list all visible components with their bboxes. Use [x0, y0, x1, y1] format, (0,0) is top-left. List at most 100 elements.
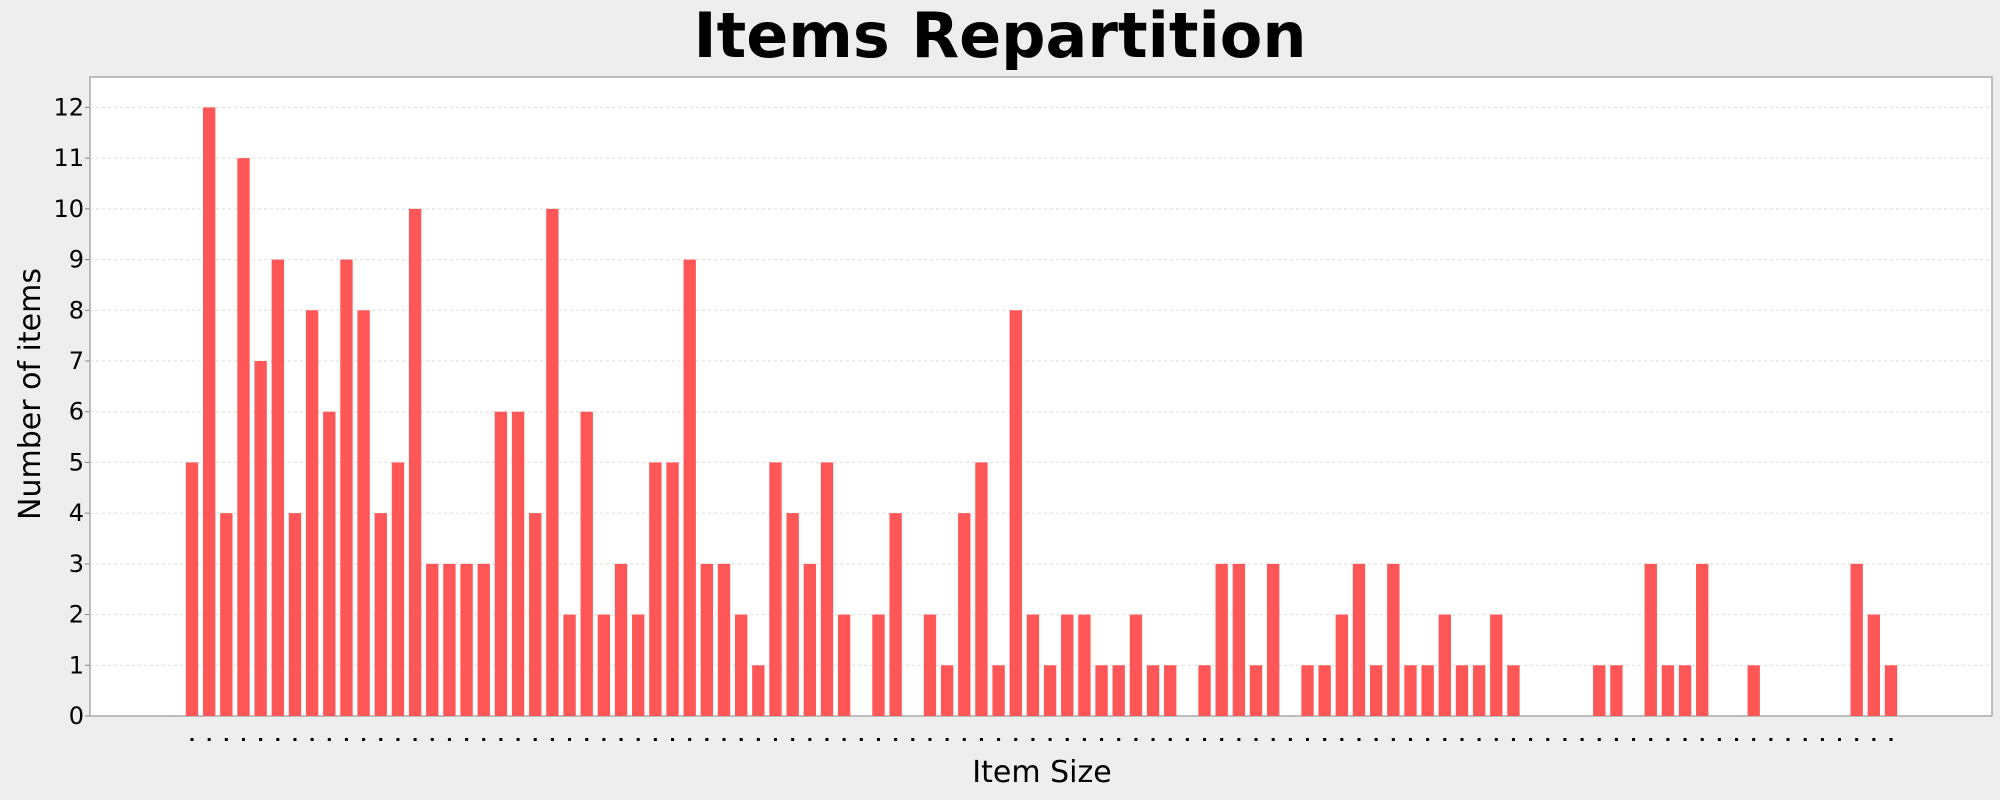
plot-area	[89, 76, 1993, 717]
x-tick-mark	[465, 738, 469, 741]
x-tick-mark	[791, 738, 795, 741]
bar	[202, 107, 216, 716]
x-tick-mark	[1717, 738, 1721, 741]
x-tick-mark	[1786, 738, 1790, 741]
x-tick-mark	[568, 738, 572, 741]
bar	[1490, 614, 1503, 716]
x-axis-label: Item Size	[972, 755, 1111, 790]
bar	[1061, 614, 1074, 716]
x-tick-mark	[344, 738, 348, 741]
bar	[889, 513, 902, 716]
bar	[752, 665, 765, 716]
bar	[1747, 665, 1760, 716]
x-tick-mark	[602, 738, 606, 741]
x-tick-mark	[1872, 738, 1876, 741]
bar	[340, 259, 353, 716]
x-tick-mark	[207, 738, 211, 741]
x-tick-mark	[1426, 738, 1430, 741]
x-tick-mark	[1511, 738, 1515, 741]
bar	[1078, 614, 1091, 716]
x-tick-mark	[911, 738, 915, 741]
bars	[185, 107, 1898, 717]
y-tick-label: 3	[69, 550, 84, 578]
bar	[1301, 665, 1314, 716]
bar	[357, 310, 370, 716]
bar	[1438, 614, 1451, 716]
bar	[477, 563, 490, 716]
bar	[1404, 665, 1417, 716]
bar	[614, 563, 628, 716]
x-tick-mark	[1563, 738, 1567, 741]
x-tick-mark	[1546, 738, 1550, 741]
x-tick-mark	[447, 738, 451, 741]
bar	[1249, 665, 1263, 716]
x-tick-mark	[1477, 738, 1481, 741]
bar	[1026, 614, 1040, 716]
bar	[546, 208, 559, 716]
x-tick-mark	[379, 738, 383, 741]
x-tick-mark	[1614, 738, 1618, 741]
bar	[185, 462, 199, 716]
x-tick-mark	[293, 738, 297, 741]
bar	[632, 614, 645, 716]
bar	[288, 513, 302, 716]
x-tick-mark	[997, 738, 1001, 741]
bar	[597, 614, 611, 716]
x-tick-mark	[1203, 738, 1207, 741]
x-tick-mark	[842, 738, 846, 741]
bar	[1850, 563, 1863, 716]
bar	[1369, 665, 1383, 716]
x-tick-mark	[688, 738, 692, 741]
bar	[1661, 665, 1675, 716]
x-tick-mark	[1529, 738, 1533, 741]
bar	[992, 665, 1005, 716]
bar	[1610, 665, 1623, 716]
bar	[958, 513, 971, 716]
bar	[1198, 665, 1211, 716]
bar	[1696, 563, 1709, 716]
bar	[975, 462, 988, 716]
x-tick-mark	[1134, 738, 1138, 741]
bar	[1678, 665, 1692, 716]
x-tick-mark	[1649, 738, 1653, 741]
bar	[1455, 665, 1469, 716]
x-tick-mark	[396, 738, 400, 741]
x-tick-mark	[1237, 738, 1241, 741]
x-tick-mark	[1031, 738, 1035, 741]
bar	[1644, 563, 1657, 716]
x-tick-mark	[1288, 738, 1292, 741]
x-tick-mark	[1168, 738, 1172, 741]
x-tick-mark	[1597, 738, 1601, 741]
x-tick-mark	[1443, 738, 1447, 741]
x-tick-mark	[808, 738, 812, 741]
x-tick-mark	[550, 738, 554, 741]
x-tick-mark	[1632, 738, 1636, 741]
bar	[220, 513, 233, 716]
x-tick-mark	[482, 738, 486, 741]
y-tick-label: 11	[53, 144, 84, 172]
x-tick-mark	[653, 738, 657, 741]
x-tick-mark	[945, 738, 949, 741]
bar	[408, 208, 422, 716]
x-tick-mark	[1391, 738, 1395, 741]
bar	[1129, 614, 1143, 716]
bar	[460, 563, 473, 716]
x-tick-mark	[636, 738, 640, 741]
x-tick-mark	[413, 738, 417, 741]
x-tick-mark	[876, 738, 880, 741]
bar	[820, 462, 834, 716]
bar	[391, 462, 405, 716]
gridlines	[90, 106, 1992, 666]
x-tick-mark	[1185, 738, 1189, 741]
x-tick-mark	[1820, 738, 1824, 741]
bar	[1352, 563, 1366, 716]
x-tick-mark	[1100, 738, 1104, 741]
x-tick-mark	[310, 738, 314, 741]
bar	[1146, 665, 1160, 716]
x-tick-mark	[430, 738, 434, 741]
x-tick-mark	[1014, 738, 1018, 741]
x-tick-mark	[1323, 738, 1327, 741]
x-tick-mark	[894, 738, 898, 741]
bar	[305, 310, 319, 716]
